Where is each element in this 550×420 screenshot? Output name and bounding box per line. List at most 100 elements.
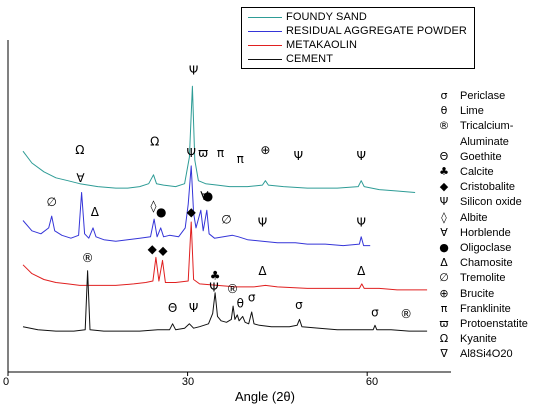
peak-label: ◆ (158, 243, 168, 257)
key-row: θ Lime (434, 104, 484, 118)
key-row: ◊ Albite (434, 210, 488, 225)
key-label: Albite (460, 211, 488, 224)
legend-label: FOUNDY SAND (286, 11, 367, 23)
key-symbol: ⊕ (439, 286, 449, 300)
peak-label: Ψ (258, 215, 267, 229)
key-label: Oligoclase (460, 242, 512, 254)
legend-item: FOUNDY SAND (248, 10, 367, 24)
peak-label: ◆ (148, 242, 158, 256)
key-symbol: σ (440, 89, 448, 102)
key-row: Ψ Silicon oxide (434, 195, 522, 209)
legend-item: METAKAOLIN (248, 38, 357, 52)
key-symbol: ◆ (439, 180, 449, 194)
x-tick-label: 0 (2, 376, 10, 388)
key-label: Protoenstatite (460, 318, 528, 330)
key-row: ♣ Calcite (434, 165, 494, 179)
key-symbol: Θ (439, 149, 449, 163)
key-symbol: ® (438, 119, 450, 133)
peak-label: Δ (91, 205, 100, 219)
key-symbol: θ (440, 104, 448, 118)
key-label: Lime (460, 105, 484, 118)
peak-label: ♣ (210, 269, 221, 283)
peak-label: Ψ (294, 149, 303, 163)
peak-label: ∀ (76, 171, 85, 185)
key-symbol: ● (439, 241, 449, 254)
peak-label: Ω (150, 134, 159, 148)
series-line (22, 85, 416, 193)
key-symbol: ♣ (439, 165, 449, 178)
peak-label: σ (371, 305, 379, 319)
diffraction-traces (22, 85, 428, 332)
key-row: ⊕ Brucite (434, 287, 494, 301)
key-row: ● Oligoclase (434, 241, 511, 255)
peak-label: Ψ (189, 64, 198, 78)
peak-label: Δ (258, 264, 267, 278)
legend-swatch (248, 58, 282, 60)
key-row: Aluminate (434, 135, 509, 149)
peak-label: ∀ (200, 189, 209, 203)
peak-label: Ψ (189, 301, 198, 315)
key-symbol: ϖ (439, 317, 449, 330)
key-label: Silicon oxide (460, 196, 522, 209)
key-label: Tricalcium- (460, 120, 514, 133)
peak-label: π (217, 146, 224, 160)
series-line (22, 221, 428, 291)
peak-label: σ (295, 298, 303, 312)
peak-label: ∅ (46, 195, 56, 209)
key-label: Tremolite (460, 272, 506, 285)
peak-label: θ (237, 297, 244, 311)
key-symbol: Δ (440, 256, 448, 270)
legend-label: METAKAOLIN (286, 39, 358, 51)
key-label: Periclase (460, 90, 506, 102)
key-label: Goethite (460, 150, 502, 163)
peak-label: π (237, 152, 244, 166)
legend-swatch (248, 30, 282, 32)
key-label: Horblende (460, 226, 511, 239)
peak-label: Ψ (186, 146, 195, 160)
key-row: ◆ Cristobalite (434, 180, 515, 194)
legend-item: CEMENT (248, 52, 333, 66)
x-axis-title: Angle (2θ) (235, 389, 295, 404)
key-row: ∀ Horblende (434, 226, 511, 240)
legend-label: RESIDUAL AGGREGATE POWDER (286, 25, 467, 37)
key-row: Δ Chamosite (434, 256, 512, 270)
key-symbol: Ω (439, 332, 449, 346)
peak-label: ◊ (151, 199, 157, 213)
peak-label: σ (248, 291, 256, 305)
key-row: ∇ Al8Si4O20 (434, 347, 513, 361)
key-row: Ω Kyanite (434, 332, 497, 346)
key-symbol: ∀ (440, 225, 448, 239)
peak-label: ● (203, 189, 213, 203)
peak-label: Ψ (209, 280, 218, 294)
legend: FOUNDY SAND RESIDUAL AGGREGATE POWDER ME… (241, 7, 475, 69)
series-line (22, 270, 428, 332)
chart-axes (7, 40, 451, 376)
key-row: ϖ Protoenstatite (434, 317, 528, 331)
key-symbol: Ψ (439, 195, 449, 209)
key-label: Al8Si4O20 (460, 348, 513, 361)
peak-label: ® (226, 282, 238, 296)
key-label: Kyanite (460, 333, 497, 346)
peak-label: ϖ (198, 146, 208, 160)
peak-label: Ψ (356, 149, 365, 163)
key-row: σ Periclase (434, 89, 506, 103)
peak-label: ◆ (187, 205, 197, 219)
key-row: ∅ Tremolite (434, 271, 505, 285)
legend-swatch (248, 44, 282, 46)
x-tick-label: 60 (365, 376, 379, 388)
key-symbol: ◊ (441, 210, 447, 224)
key-symbol: ∇ (440, 347, 448, 361)
peak-label: ® (82, 251, 94, 265)
series-line (22, 165, 371, 247)
peak-label: ⊕ (260, 143, 270, 157)
peak-label: ● (156, 205, 166, 219)
legend-item: RESIDUAL AGGREGATE POWDER (248, 24, 467, 38)
key-label: Franklinite (460, 302, 511, 315)
x-tick-label: 30 (181, 376, 195, 388)
peak-label: Ω (75, 143, 84, 157)
key-symbol: π (440, 301, 448, 315)
peak-label: Δ (357, 264, 366, 278)
key-label: Brucite (460, 287, 495, 300)
